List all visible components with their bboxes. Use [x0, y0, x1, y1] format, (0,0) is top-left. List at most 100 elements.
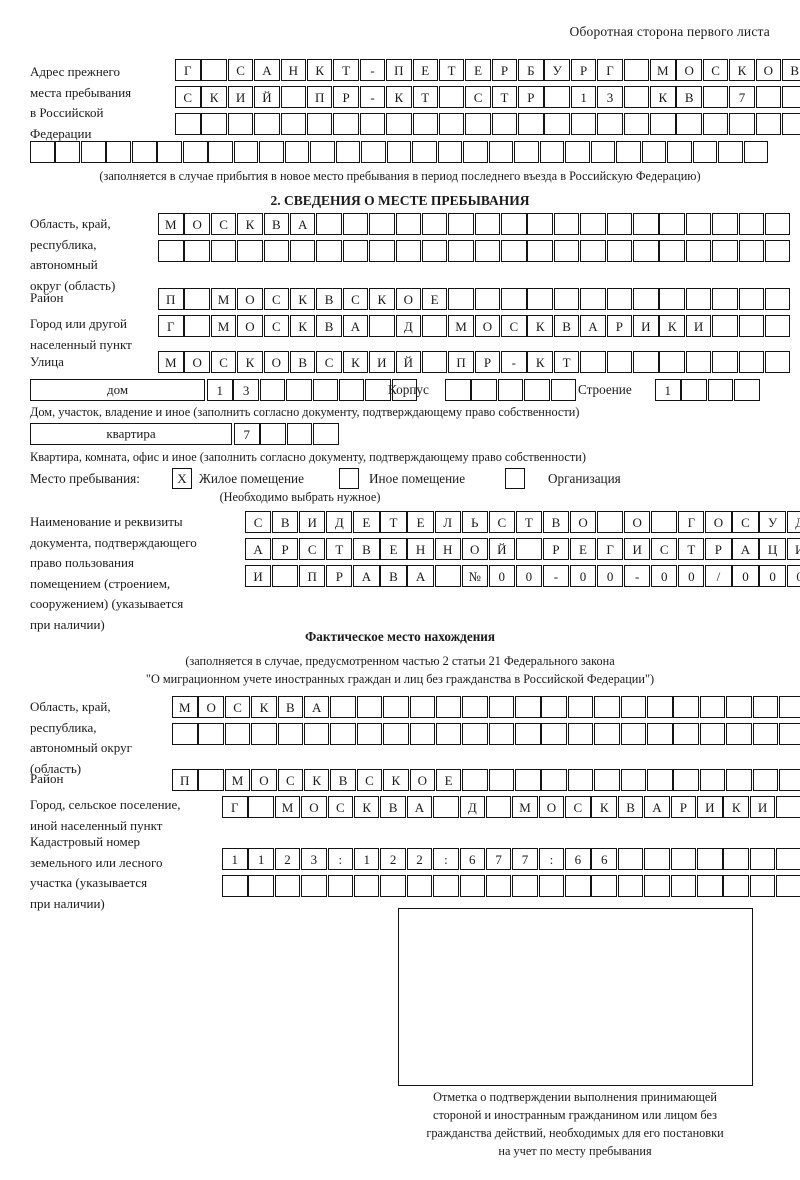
document-cell-r2-8[interactable]: Н [434, 538, 461, 560]
prev-address-cell-r1-2[interactable] [201, 59, 227, 81]
cadastral-cell-r1-4[interactable]: 3 [301, 848, 327, 870]
document-cell-r2-2[interactable]: Р [272, 538, 299, 560]
cadastral-cell-r2-21[interactable] [749, 875, 776, 897]
document-cell-r1-19[interactable]: С [732, 511, 759, 533]
region-cell-r2-9[interactable] [369, 240, 395, 262]
document-cell-r3-14[interactable]: 0 [597, 565, 624, 587]
region-cell-r1-24[interactable] [764, 213, 791, 235]
street-cell-21[interactable] [685, 351, 712, 373]
cadastral-cell-r1-11[interactable]: 7 [485, 848, 512, 870]
region-cell-r1-20[interactable] [659, 213, 685, 235]
document-cell-r2-10[interactable]: Й [488, 538, 515, 560]
document-cell-r3-11[interactable]: 0 [515, 565, 542, 587]
actual-district-cell-13[interactable] [488, 769, 515, 791]
actual-region-cell-r1-9[interactable] [383, 696, 409, 718]
region-cell-r2-15[interactable] [527, 240, 553, 262]
district-cell-16[interactable] [553, 288, 580, 310]
city-cell-16[interactable]: В [553, 315, 580, 337]
document-cell-r1-10[interactable]: С [488, 511, 515, 533]
document-cell-r1-6[interactable]: Т [380, 511, 407, 533]
actual-city-cell-22[interactable] [776, 796, 800, 818]
prev-address-cell-r4-12[interactable] [310, 141, 335, 163]
actual-region-cell-r1-16[interactable] [567, 696, 594, 718]
actual-region-cell-r1-13[interactable] [488, 696, 515, 718]
document-cell-r1-16[interactable] [651, 511, 678, 533]
district-cell-20[interactable] [659, 288, 685, 310]
actual-district-cell-5[interactable]: С [277, 769, 304, 791]
prev-address-cell-r2-1[interactable]: С [175, 86, 201, 108]
stay-type-checkbox-residential[interactable]: X [172, 468, 192, 489]
actual-district-cell-4[interactable]: О [251, 769, 277, 791]
cadastral-cell-r1-16[interactable] [617, 848, 644, 870]
actual-region-cell-r2-2[interactable] [198, 723, 224, 745]
document-cell-r3-17[interactable]: 0 [678, 565, 705, 587]
cadastral-cell-r2-16[interactable] [617, 875, 644, 897]
actual-region-row-2[interactable] [172, 723, 800, 745]
actual-region-cell-r1-15[interactable] [541, 696, 567, 718]
prev-address-cell-r2-5[interactable] [280, 86, 307, 108]
district-cell-9[interactable]: К [369, 288, 395, 310]
prev-address-cell-r4-2[interactable] [55, 141, 81, 163]
actual-city-cell-10[interactable]: Д [459, 796, 486, 818]
city-cell-17[interactable]: А [580, 315, 606, 337]
prev-address-cell-r2-3[interactable]: И [227, 86, 254, 108]
flat-cell-4[interactable] [313, 423, 339, 445]
actual-region-cell-r2-11[interactable] [435, 723, 462, 745]
prev-address-row-3[interactable] [175, 113, 800, 135]
prev-address-cell-r4-26[interactable] [667, 141, 692, 163]
actual-region-cell-r1-2[interactable]: О [198, 696, 224, 718]
prev-address-cell-r2-7[interactable]: Р [333, 86, 359, 108]
cadastral-cell-r1-21[interactable] [749, 848, 776, 870]
region-cell-r1-21[interactable] [685, 213, 712, 235]
cadastral-cell-r2-17[interactable] [644, 875, 670, 897]
document-row-3[interactable]: И П Р А В А № 0 0-0 0-0 0/0 0 0 [245, 565, 800, 587]
street-cell-24[interactable] [764, 351, 791, 373]
cadastral-cell-r2-14[interactable] [565, 875, 591, 897]
prev-address-cell-r4-14[interactable] [361, 141, 386, 163]
actual-district-cell-17[interactable] [594, 769, 620, 791]
document-cell-r2-16[interactable]: С [651, 538, 678, 560]
prev-address-cell-r1-18[interactable] [623, 59, 650, 81]
actual-region-cell-r1-11[interactable] [435, 696, 462, 718]
prev-address-cell-r3-24[interactable] [781, 113, 800, 135]
prev-address-cell-r1-1[interactable]: Г [175, 59, 201, 81]
document-cell-r1-17[interactable]: Г [678, 511, 705, 533]
document-cell-r3-13[interactable]: 0 [569, 565, 597, 587]
prev-address-cell-r4-28[interactable] [718, 141, 743, 163]
district-cell-17[interactable] [580, 288, 606, 310]
region-cell-r1-1[interactable]: М [158, 213, 184, 235]
region-cell-r2-4[interactable] [237, 240, 263, 262]
city-cell-5[interactable]: С [263, 315, 290, 337]
prev-address-cell-r3-15[interactable] [544, 113, 570, 135]
district-cell-2[interactable] [184, 288, 210, 310]
region-cell-r1-5[interactable]: В [263, 213, 290, 235]
document-cell-r2-14[interactable]: Г [597, 538, 624, 560]
prev-address-cell-r3-2[interactable] [201, 113, 227, 135]
document-cell-r3-21[interactable]: 0 [786, 565, 800, 587]
street-cell-12[interactable]: П [448, 351, 474, 373]
prev-address-cell-r2-17[interactable]: 3 [597, 86, 623, 108]
document-cell-r1-9[interactable]: Ь [461, 511, 488, 533]
actual-region-cell-r1-14[interactable] [515, 696, 541, 718]
flat-cell-1[interactable]: 7 [234, 423, 260, 445]
document-cell-r3-19[interactable]: 0 [732, 565, 759, 587]
street-cell-8[interactable]: К [342, 351, 369, 373]
city-cell-10[interactable]: Д [395, 315, 422, 337]
prev-address-cell-r4-23[interactable] [590, 141, 616, 163]
korpus-cell-4[interactable] [524, 379, 550, 401]
actual-city-cell-9[interactable] [433, 796, 459, 818]
prev-address-cell-r3-20[interactable] [676, 113, 702, 135]
district-cell-21[interactable] [685, 288, 712, 310]
street-cell-7[interactable]: С [316, 351, 342, 373]
actual-region-cell-r1-7[interactable] [330, 696, 356, 718]
korpus-cell-2[interactable] [471, 379, 497, 401]
prev-address-cell-r3-12[interactable] [465, 113, 491, 135]
document-cell-r3-2[interactable] [272, 565, 299, 587]
house-cell-3[interactable] [259, 379, 286, 401]
street-cell-9[interactable]: И [369, 351, 395, 373]
prev-address-cell-r4-7[interactable] [182, 141, 208, 163]
